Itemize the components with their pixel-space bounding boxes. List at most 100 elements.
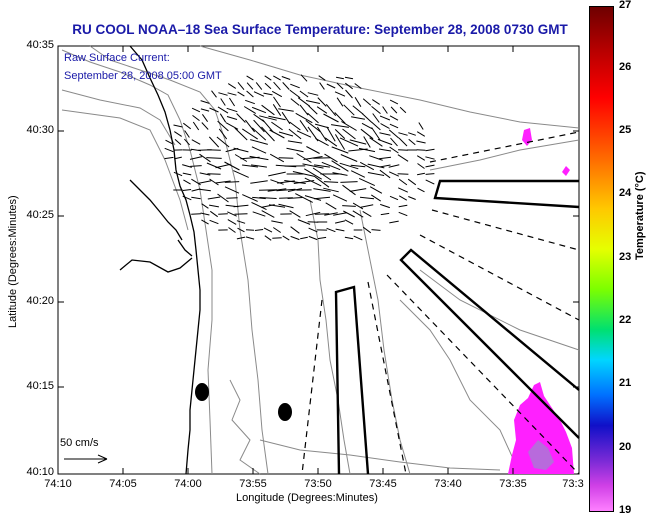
current-vector [182, 189, 192, 191]
current-vector [303, 156, 323, 160]
current-vector [273, 96, 281, 108]
current-vector [182, 195, 192, 201]
current-vector [304, 195, 322, 201]
current-vector [397, 154, 409, 162]
current-vector [246, 90, 254, 98]
current-vector [217, 106, 229, 114]
current-vector [367, 163, 385, 169]
current-vector [397, 173, 409, 175]
current-vector [321, 161, 341, 171]
current-vector [215, 180, 231, 184]
current-vector [234, 127, 248, 141]
current-vector [254, 229, 264, 231]
current-vector [306, 146, 320, 154]
current-vector [225, 122, 239, 130]
current-vector [250, 180, 268, 184]
current-vector [174, 131, 182, 137]
current-vector [219, 113, 227, 123]
current-vector [233, 147, 249, 153]
current-vector [349, 188, 367, 192]
current-vector [278, 131, 294, 137]
current-vector [362, 226, 372, 234]
current-vector [253, 91, 265, 97]
current-vector [262, 119, 274, 133]
current-vector [282, 235, 290, 241]
current-vector [264, 235, 272, 241]
current-vector [315, 137, 329, 147]
current-vector [334, 91, 346, 97]
colorbar-tick: 20 [619, 441, 632, 453]
sst-cool-spot [528, 440, 554, 470]
current-vector [261, 104, 275, 116]
scale-label: 50 cm/s [60, 437, 99, 449]
current-vector [252, 196, 266, 200]
current-vector [273, 227, 281, 233]
current-vector [379, 115, 391, 121]
current-vector [388, 164, 400, 168]
x-tick-label: 73:35 [499, 478, 527, 490]
current-vector [425, 179, 435, 185]
current-vector [269, 153, 285, 163]
current-vector [278, 157, 294, 159]
current-vector [206, 162, 222, 170]
current-vector [367, 172, 385, 176]
current-vector [200, 108, 210, 112]
current-vector [269, 129, 285, 139]
current-vector [251, 164, 267, 168]
current-vector [224, 181, 240, 183]
current-vector [362, 98, 372, 106]
colorbar-tick: 22 [619, 314, 632, 326]
current-vector [389, 115, 399, 121]
current-vector [174, 139, 182, 145]
current-vector [237, 227, 245, 233]
current-vector [334, 129, 346, 139]
current-vector [398, 195, 408, 201]
current-vector [308, 227, 318, 233]
current-vector [323, 113, 339, 123]
current-vector [228, 227, 236, 233]
current-vector [252, 211, 266, 217]
current-vector [210, 210, 218, 218]
current-vector [278, 203, 294, 209]
current-vector [242, 128, 258, 140]
y-tick-label: 40:35 [26, 39, 54, 51]
current-vector [191, 107, 201, 113]
colorbar-tick: 25 [619, 124, 632, 136]
current-vector [245, 236, 255, 240]
current-vector [228, 97, 236, 107]
current-vector [236, 113, 246, 123]
current-vector [198, 180, 212, 184]
current-vector [209, 219, 219, 225]
current-vector [399, 106, 407, 114]
map-title: RU COOL NOAA–18 Sea Surface Temperature:… [72, 22, 568, 37]
current-vector [417, 187, 425, 193]
current-vector [251, 127, 267, 141]
current-vector [352, 202, 364, 210]
current-vector [251, 146, 267, 154]
current-vector [300, 74, 308, 82]
current-vector [296, 130, 312, 138]
legend-current-label: Raw Surface Current: [64, 52, 170, 64]
current-vector [371, 127, 381, 141]
current-vector [331, 160, 349, 172]
current-vector [182, 164, 192, 168]
current-vector [418, 122, 424, 130]
current-vector [382, 106, 388, 114]
current-vector [305, 211, 321, 217]
x-axis-title: Longitude (Degrees:Minutes) [236, 492, 378, 504]
current-vector [287, 197, 303, 199]
current-vector [323, 187, 339, 193]
current-vector [209, 107, 219, 113]
current-vector [268, 115, 286, 121]
current-vector [173, 124, 183, 128]
current-vector [354, 83, 362, 89]
current-vector [273, 81, 281, 91]
current-vector [201, 219, 209, 225]
current-vector [234, 213, 248, 215]
current-vector [344, 76, 354, 80]
current-vector [359, 161, 375, 171]
current-vector [340, 154, 358, 162]
current-vector [227, 83, 237, 89]
current-vector [226, 116, 238, 120]
current-vector [377, 138, 393, 146]
